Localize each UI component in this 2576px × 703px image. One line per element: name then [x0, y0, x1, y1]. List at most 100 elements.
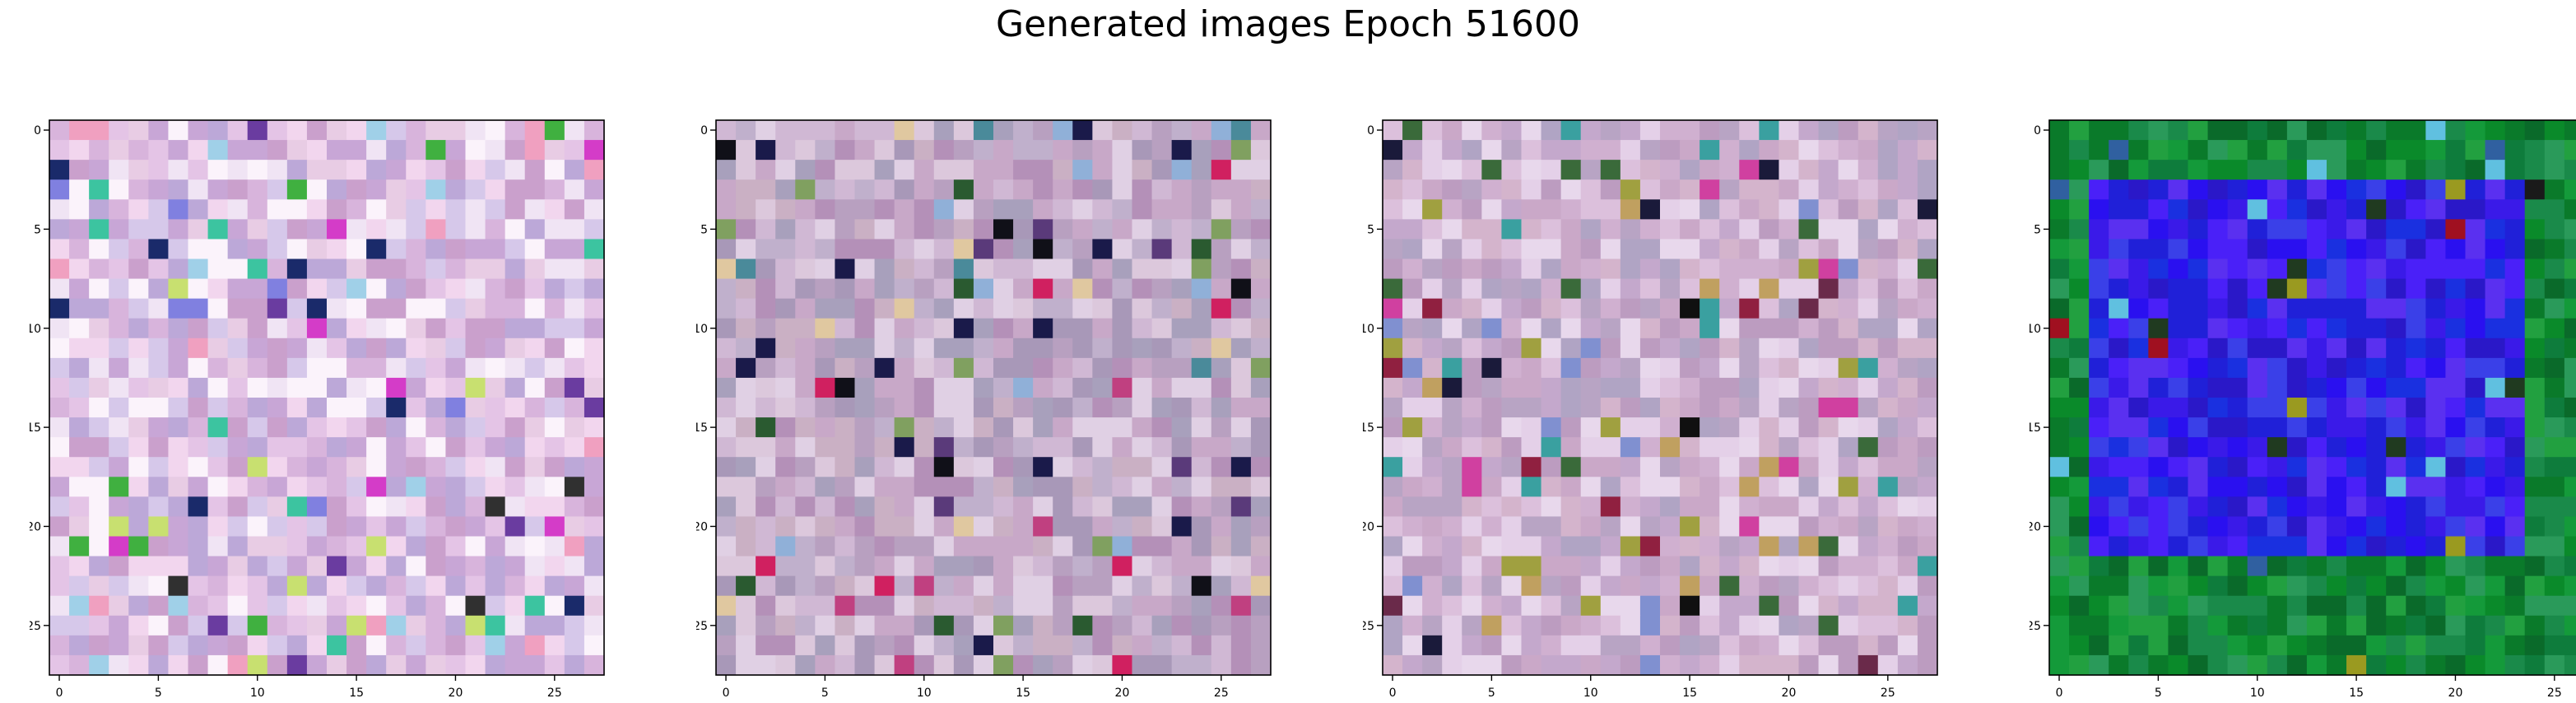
pixel-cell	[2327, 516, 2347, 538]
pixel-cell	[775, 318, 796, 339]
pixel-cell	[953, 615, 974, 636]
pixel-cell	[109, 258, 129, 280]
pixel-cell	[1211, 239, 1232, 260]
pixel-cell	[1639, 654, 1661, 676]
pixel-cell	[2445, 298, 2467, 319]
pixel-cell	[2227, 615, 2248, 636]
pixel-cell	[1639, 140, 1661, 161]
pixel-cell	[445, 120, 467, 141]
pixel-cell	[1700, 635, 1720, 656]
pixel-cell	[148, 556, 170, 577]
pixel-cell	[485, 398, 506, 418]
pixel-cell	[1072, 239, 1093, 260]
pixel-cell	[2524, 615, 2546, 636]
pixel-cell	[2524, 595, 2546, 617]
pixel-cell	[2504, 615, 2526, 636]
pixel-cell	[2168, 298, 2189, 319]
pixel-cell	[854, 516, 876, 538]
pixel-cell	[2227, 338, 2248, 359]
pixel-cell	[1481, 556, 1503, 577]
pixel-cell	[1481, 338, 1503, 359]
pixel-cell	[524, 595, 546, 617]
pixel-cell	[2128, 278, 2149, 300]
pixel-cell	[1897, 258, 1918, 280]
pixel-cell	[2386, 160, 2406, 180]
pixel-cell	[2386, 516, 2406, 538]
pixel-cell	[49, 199, 70, 220]
pixel-cell	[973, 120, 994, 141]
pixel-cell	[1112, 298, 1133, 319]
pixel-cell	[564, 496, 585, 518]
pixel-cell	[1171, 536, 1193, 557]
pixel-cell	[854, 120, 876, 141]
pixel-cell	[1818, 377, 1839, 398]
pixel-cell	[1917, 258, 1938, 280]
pixel-cell	[894, 457, 915, 477]
pixel-cell	[168, 437, 189, 458]
pixel-cell	[1072, 219, 1093, 240]
x-tick-label: 10	[1583, 687, 1598, 700]
pixel-cell	[2544, 239, 2565, 260]
pixel-cell	[1639, 179, 1661, 200]
pixel-cell	[815, 437, 836, 458]
pixel-cell	[2168, 239, 2189, 260]
pixel-cell	[1858, 437, 1879, 458]
pixel-cell	[973, 536, 994, 557]
pixel-cell	[1501, 239, 1523, 260]
pixel-cell	[346, 595, 367, 617]
pixel-cell	[148, 496, 170, 518]
pixel-cell	[914, 635, 935, 656]
pixel-cell	[2227, 219, 2248, 240]
pixel-cell	[815, 140, 836, 161]
pixel-cell	[128, 377, 149, 398]
pixel-cell	[1112, 258, 1133, 280]
pixel-cell	[2327, 654, 2347, 676]
pixel-cell	[854, 298, 876, 319]
pixel-cell	[1132, 556, 1153, 577]
pixel-cell	[286, 338, 308, 359]
pixel-cell	[2227, 635, 2248, 656]
pixel-cell	[1092, 575, 1114, 597]
pixel-cell	[716, 160, 737, 180]
pixel-cell	[1013, 357, 1034, 379]
pixel-cell	[1759, 615, 1780, 636]
pixel-cell	[286, 536, 308, 557]
pixel-cell	[465, 278, 486, 300]
pixel-cell	[1798, 635, 1820, 656]
pixel-cell	[1620, 516, 1641, 538]
pixel-cell	[406, 398, 426, 418]
pixel-cell	[505, 199, 526, 220]
pixel-cell	[406, 496, 426, 518]
pixel-cell	[1700, 120, 1720, 141]
pixel-cell	[736, 398, 756, 418]
pixel-cell	[914, 258, 935, 280]
pixel-cell	[914, 398, 935, 418]
pixel-cell	[1541, 338, 1562, 359]
pixel-cell	[835, 199, 856, 220]
pixel-cell	[49, 338, 70, 359]
pixel-cell	[1779, 278, 1800, 300]
pixel-cell	[2485, 556, 2506, 577]
pixel-cell	[1639, 318, 1661, 339]
pixel-cell	[425, 120, 447, 141]
pixel-cell	[327, 357, 347, 379]
pixel-cell	[795, 477, 816, 497]
pixel-cell	[874, 278, 895, 300]
pixel-cell	[1442, 140, 1462, 161]
pixel-cell	[49, 635, 70, 656]
pixel-cell	[1013, 654, 1034, 676]
pixel-cell	[1132, 298, 1153, 319]
pixel-cell	[346, 654, 367, 676]
pixel-cell	[1759, 120, 1780, 141]
pixel-cell	[49, 239, 70, 260]
pixel-cell	[854, 318, 876, 339]
pixel-cell	[1858, 575, 1879, 597]
pixel-cell	[815, 496, 836, 518]
pixel-cell	[795, 318, 816, 339]
pixel-cell	[775, 258, 796, 280]
pixel-cell	[2485, 160, 2506, 180]
pixel-cell	[2049, 575, 2070, 597]
pixel-cell	[1013, 556, 1034, 577]
pixel-cell	[1917, 595, 1938, 617]
pixel-cell	[366, 239, 387, 260]
